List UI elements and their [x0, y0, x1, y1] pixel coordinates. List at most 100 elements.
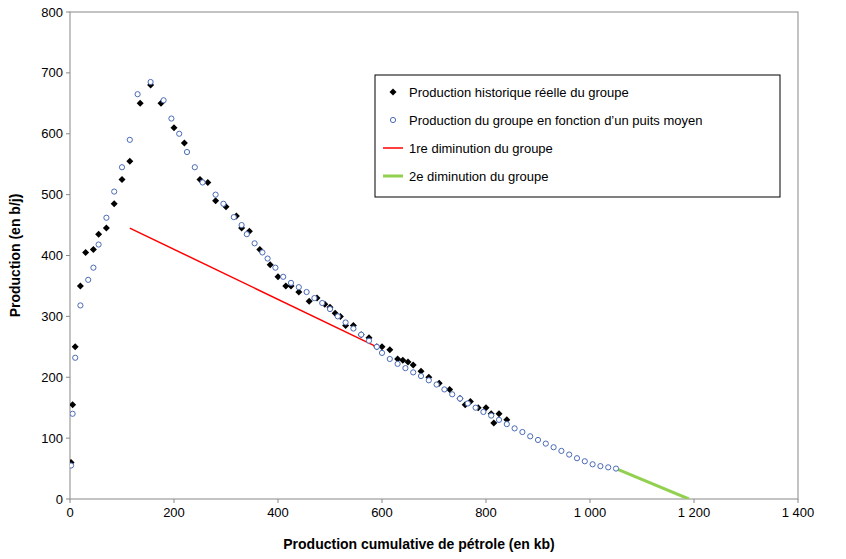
chart: 02004006008001 0001 2001 400010020030040…	[0, 0, 846, 559]
point	[265, 256, 270, 261]
y-tick-label: 800	[41, 5, 63, 20]
point	[231, 215, 236, 220]
y-tick	[66, 438, 70, 439]
point	[520, 429, 525, 434]
x-tick	[278, 499, 279, 503]
y-tick-label: 0	[56, 492, 63, 507]
legend-swatch	[383, 147, 403, 149]
point	[82, 249, 89, 256]
x-tick-label: 800	[475, 505, 497, 520]
point	[192, 165, 197, 170]
point	[410, 362, 417, 369]
point	[135, 92, 140, 97]
y-tick-label: 600	[41, 126, 63, 141]
point	[387, 356, 392, 361]
point	[177, 131, 182, 136]
point	[496, 410, 503, 417]
point	[119, 165, 124, 170]
x-tick-label: 1 400	[782, 505, 815, 520]
x-tick-label: 400	[267, 505, 289, 520]
point	[320, 300, 325, 305]
point	[528, 434, 533, 439]
plot-frame	[70, 12, 798, 499]
point	[418, 373, 423, 378]
point	[403, 366, 408, 371]
y-tick-label: 300	[41, 309, 63, 324]
point	[343, 320, 348, 325]
line	[130, 228, 377, 347]
point	[535, 437, 540, 442]
point	[221, 201, 226, 206]
point	[512, 426, 517, 431]
point	[273, 265, 278, 270]
point	[181, 139, 188, 146]
point	[574, 456, 579, 461]
x-tick	[694, 499, 695, 503]
point	[335, 314, 340, 319]
point	[260, 250, 265, 255]
point	[296, 285, 301, 290]
point	[137, 100, 144, 107]
point	[395, 361, 400, 366]
line	[616, 469, 689, 499]
point	[373, 343, 380, 350]
legend-label: 1re diminution du groupe	[409, 141, 553, 156]
x-tick-label: 1 000	[574, 505, 607, 520]
legend-swatch	[390, 89, 397, 96]
point	[77, 282, 84, 289]
x-tick	[70, 499, 71, 503]
legend-swatch	[390, 117, 395, 122]
point	[244, 232, 249, 237]
point	[426, 378, 431, 383]
x-tick	[590, 499, 591, 503]
x-tick	[174, 499, 175, 503]
point	[567, 452, 572, 457]
point	[119, 176, 126, 183]
point	[590, 462, 595, 467]
point	[327, 306, 332, 311]
point	[288, 280, 293, 285]
point	[582, 459, 587, 464]
point	[457, 396, 462, 401]
point	[281, 274, 286, 279]
y-tick	[66, 133, 70, 134]
point	[104, 215, 109, 220]
point	[496, 417, 501, 422]
legend-swatch	[383, 175, 403, 178]
point	[111, 200, 118, 207]
point	[252, 241, 257, 246]
legend-label: Production du groupe en fonction d’un pu…	[409, 113, 702, 128]
point	[213, 192, 218, 197]
point	[73, 355, 78, 360]
y-tick	[66, 194, 70, 195]
point	[358, 331, 365, 338]
point	[374, 344, 379, 349]
legend-label: 2e diminution du groupe	[409, 169, 549, 184]
point	[543, 441, 548, 446]
point	[112, 189, 117, 194]
y-tick	[66, 72, 70, 73]
point	[457, 395, 464, 402]
point	[327, 304, 334, 311]
y-tick-label: 100	[41, 431, 63, 446]
point	[148, 79, 153, 84]
point	[465, 401, 470, 406]
point	[184, 149, 189, 154]
point	[103, 225, 110, 232]
point	[239, 222, 244, 227]
point	[504, 422, 509, 427]
x-tick-label: 200	[163, 505, 185, 520]
point	[606, 465, 611, 470]
point	[304, 289, 309, 294]
point	[70, 411, 75, 416]
point	[488, 410, 495, 417]
point	[169, 116, 174, 121]
x-tick	[486, 499, 487, 503]
point	[411, 370, 416, 375]
y-tick-label: 500	[41, 187, 63, 202]
y-tick	[66, 255, 70, 256]
x-tick	[382, 499, 383, 503]
point	[78, 303, 83, 308]
point	[379, 350, 384, 355]
y-tick	[66, 499, 70, 500]
